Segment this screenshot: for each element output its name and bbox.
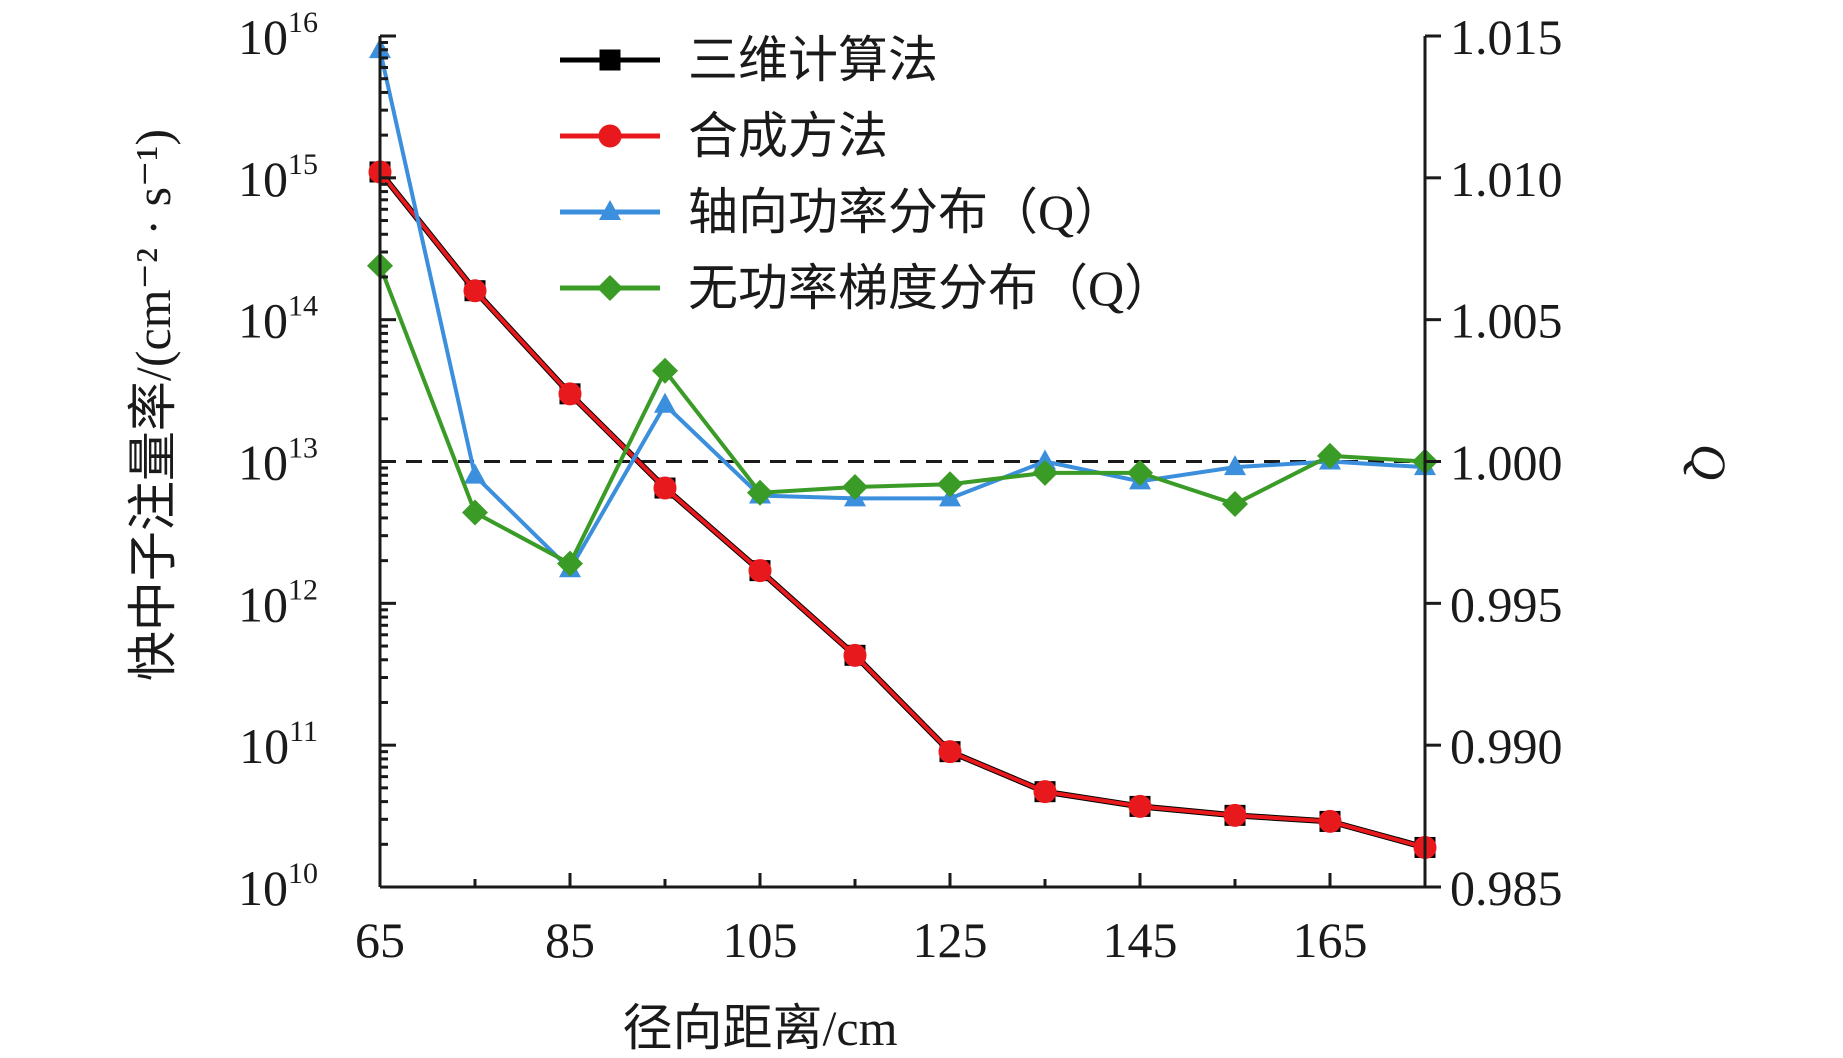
y-right-tick-label: 0.985 <box>1450 860 1563 916</box>
x-axis-title: 径向距离/cm <box>623 1000 898 1053</box>
data-point <box>747 479 773 506</box>
data-point <box>653 476 677 500</box>
legend-marker <box>599 49 621 71</box>
data-point <box>1223 803 1247 827</box>
series-line <box>378 170 1426 850</box>
data-point <box>464 463 486 484</box>
y-right-tick-label: 1.010 <box>1450 151 1563 207</box>
axes: 65 85 105 125 145 165 1010 1011 1012 1013 1014 1015… <box>238 6 1563 968</box>
y-left-tick-label: 1015 <box>238 148 318 207</box>
data-point <box>843 643 867 667</box>
y-left-tick-label: 1010 <box>238 857 318 916</box>
data-point <box>842 474 868 501</box>
y-right-tick-label: 1.015 <box>1450 9 1563 65</box>
x-tick-label: 125 <box>913 912 988 968</box>
data-point <box>1034 449 1056 470</box>
legend-label: 无功率梯度分布（Q） <box>688 260 1174 316</box>
data-point <box>1224 455 1246 476</box>
x-tick-label: 85 <box>545 912 595 968</box>
data-point <box>937 471 963 498</box>
plot-area <box>367 38 1438 859</box>
legend-label: 三维计算法 <box>688 32 938 88</box>
y-right-tick-label: 1.000 <box>1450 435 1563 491</box>
data-point <box>748 559 772 583</box>
y-left-axis-title: 快中子注量率/(cm⁻² · s⁻¹) <box>125 129 181 681</box>
x-tick-label: 65 <box>355 912 405 968</box>
y-right-axis-title: Q <box>1681 444 1737 480</box>
legend-item: 三维计算法 <box>560 32 938 88</box>
legend-label: 轴向功率分布（Q） <box>688 184 1124 240</box>
data-point <box>654 392 676 413</box>
y-right-tick-label: 1.005 <box>1450 293 1563 349</box>
legend-marker <box>598 124 622 148</box>
legend-item: 轴向功率分布（Q） <box>560 184 1124 240</box>
data-point <box>938 740 962 764</box>
data-point <box>463 279 487 303</box>
data-point <box>1222 491 1248 518</box>
data-point <box>462 499 488 526</box>
data-point <box>1127 459 1153 486</box>
data-point <box>1317 442 1343 469</box>
y-left-tick-label: 1011 <box>239 715 318 774</box>
legend-label: 合成方法 <box>688 108 888 164</box>
data-point <box>1032 459 1058 486</box>
legend-item: 无功率梯度分布（Q） <box>560 260 1174 316</box>
data-point <box>1033 780 1057 804</box>
x-tick-label: 145 <box>1103 912 1178 968</box>
legend-item: 合成方法 <box>560 108 888 164</box>
data-point <box>557 550 583 577</box>
data-point <box>558 382 582 406</box>
series-4 <box>367 252 1438 577</box>
legend-marker <box>597 275 623 301</box>
y-left-tick-label: 1013 <box>238 432 318 491</box>
x-tick-label: 105 <box>723 912 798 968</box>
data-point <box>652 357 678 384</box>
y-left-tick-label: 1016 <box>238 6 318 65</box>
x-tick-label: 165 <box>1293 912 1368 968</box>
y-left-tick-label: 1014 <box>238 290 318 349</box>
data-point <box>1318 809 1342 833</box>
y-left-tick-label: 1012 <box>238 573 318 632</box>
y-right-tick-label: 0.990 <box>1450 718 1563 774</box>
series-line <box>378 265 1426 567</box>
legend-marker <box>599 200 621 220</box>
y-right-tick-label: 0.995 <box>1450 576 1563 632</box>
data-point <box>1128 794 1152 818</box>
